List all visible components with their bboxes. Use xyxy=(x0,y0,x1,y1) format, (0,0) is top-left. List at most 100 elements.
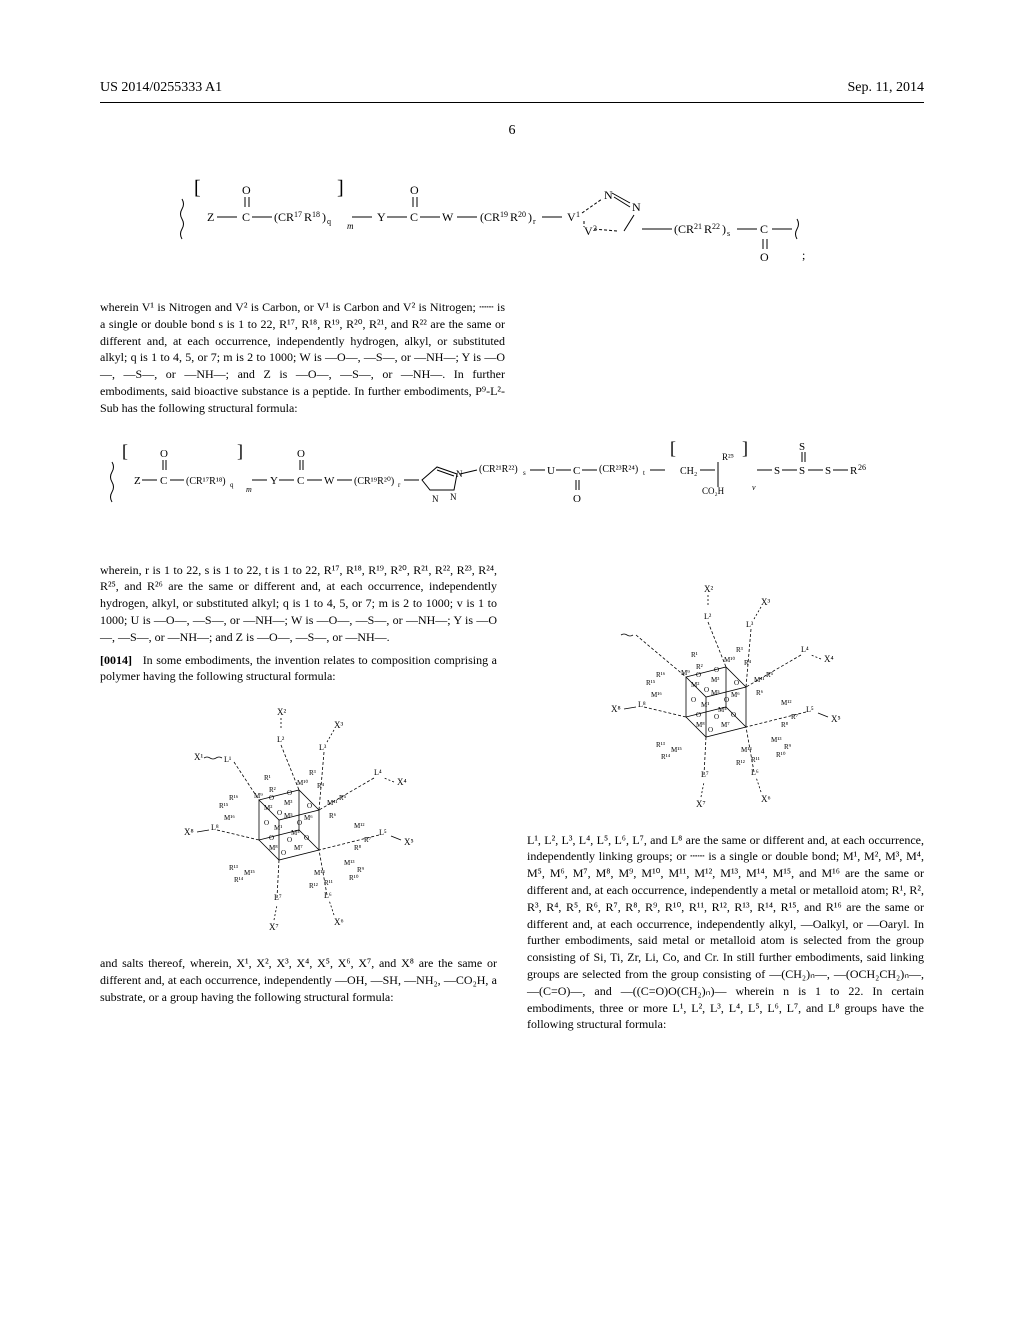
header-rule xyxy=(100,102,924,103)
svg-text:R²: R² xyxy=(269,786,276,794)
svg-text:N: N xyxy=(450,492,457,502)
svg-text:O: O xyxy=(160,448,168,460)
svg-text:R⁸: R⁸ xyxy=(354,844,362,852)
svg-text:M¹⁰: M¹⁰ xyxy=(297,779,308,787)
paragraph-4: and salts thereof, wherein, X¹, X², X³, … xyxy=(100,955,497,1005)
svg-text:C: C xyxy=(160,475,167,487)
svg-text:O: O xyxy=(281,849,286,857)
svg-text:O: O xyxy=(269,794,274,802)
svg-text:R¹²: R¹² xyxy=(736,759,745,767)
svg-text:M¹: M¹ xyxy=(701,701,709,709)
svg-text:R⁴: R⁴ xyxy=(317,782,325,790)
svg-text:R¹⁰: R¹⁰ xyxy=(349,874,359,882)
svg-text:R³: R³ xyxy=(736,646,743,654)
svg-text:[: [ xyxy=(194,177,201,199)
svg-text:R¹⁶: R¹⁶ xyxy=(656,671,666,679)
patent-number: US 2014/0255333 A1 xyxy=(100,80,222,96)
svg-text:S: S xyxy=(774,465,780,477)
cage-structure-diagram-2: X² L² X³ L³ X⁴ L⁴ X⁵ L⁵ X⁶ xyxy=(596,577,856,817)
svg-text:R¹: R¹ xyxy=(264,774,271,782)
svg-text:X¹: X¹ xyxy=(194,752,203,762)
svg-text:O: O xyxy=(573,493,581,505)
svg-text:M⁸: M⁸ xyxy=(269,844,278,852)
svg-text:M¹¹: M¹¹ xyxy=(327,799,337,807)
svg-text:(CR: (CR xyxy=(674,222,694,236)
svg-text:X³: X³ xyxy=(334,720,343,730)
svg-text:s: s xyxy=(523,469,526,477)
svg-text:v: v xyxy=(752,483,756,492)
svg-text:M⁷: M⁷ xyxy=(721,721,730,729)
svg-text:R³: R³ xyxy=(309,769,316,777)
svg-text:C: C xyxy=(573,465,580,477)
svg-text:X⁶: X⁶ xyxy=(761,794,771,804)
svg-text:M⁹: M⁹ xyxy=(681,669,690,677)
svg-text:O: O xyxy=(734,679,739,687)
structural-formula-1: [ Z C O (CR17R18)q ] m Y C O W xyxy=(100,169,924,274)
svg-text:CO₂H: CO₂H xyxy=(702,486,725,496)
svg-text:M⁶: M⁶ xyxy=(304,814,313,822)
svg-text:R: R xyxy=(304,210,312,224)
svg-text:L⁶: L⁶ xyxy=(751,768,759,777)
svg-text:O: O xyxy=(297,819,302,827)
structural-formula-2: [ Z C O (CR¹⁷R¹⁸)q ]m Y C O W (CR¹⁹R²⁰)r xyxy=(100,432,924,537)
svg-text:22: 22 xyxy=(712,222,720,231)
svg-text:(CR: (CR xyxy=(274,210,294,224)
svg-text:Z: Z xyxy=(207,210,214,224)
svg-text:R¹⁵: R¹⁵ xyxy=(646,679,656,687)
svg-text:R¹³: R¹³ xyxy=(229,864,238,872)
svg-text:L⁷: L⁷ xyxy=(701,770,709,779)
svg-text:CH₂: CH₂ xyxy=(680,466,697,477)
svg-text:O: O xyxy=(724,696,729,704)
svg-text:R: R xyxy=(850,465,858,477)
patent-date: Sep. 11, 2014 xyxy=(848,80,924,96)
svg-text:R¹⁰: R¹⁰ xyxy=(776,751,786,759)
svg-text:O: O xyxy=(696,671,701,679)
svg-text:Z: Z xyxy=(134,475,141,487)
svg-text:O: O xyxy=(287,789,292,797)
svg-text:O: O xyxy=(307,802,312,810)
svg-text:L⁸: L⁸ xyxy=(211,823,219,832)
svg-text:O: O xyxy=(287,836,292,844)
svg-text:R⁹: R⁹ xyxy=(357,866,365,874)
svg-text:O: O xyxy=(731,711,736,719)
svg-text:X²: X² xyxy=(277,707,286,717)
svg-text:M⁴: M⁴ xyxy=(718,706,727,714)
svg-text:M⁴: M⁴ xyxy=(291,829,300,837)
svg-text:Y: Y xyxy=(270,475,278,487)
svg-text:R⁸: R⁸ xyxy=(781,721,789,729)
svg-text:O: O xyxy=(708,726,713,734)
svg-text:(CR²³R²⁴): (CR²³R²⁴) xyxy=(599,464,638,475)
svg-text:[: [ xyxy=(670,438,676,458)
svg-text:L²: L² xyxy=(277,735,285,744)
svg-text:M²: M² xyxy=(691,681,699,689)
svg-text:W: W xyxy=(442,210,454,224)
svg-text:R¹: R¹ xyxy=(691,651,698,659)
svg-text:N: N xyxy=(432,494,439,504)
svg-text:U: U xyxy=(547,465,555,477)
svg-text:R: R xyxy=(510,210,518,224)
svg-text:X⁴: X⁴ xyxy=(397,777,407,787)
svg-text:R⁵: R⁵ xyxy=(339,794,347,802)
svg-text:(CR¹⁹R²⁰): (CR¹⁹R²⁰) xyxy=(354,476,394,487)
svg-text:(CR²¹R²²): (CR²¹R²²) xyxy=(479,464,518,475)
svg-text:s: s xyxy=(727,229,730,238)
svg-text:(CR: (CR xyxy=(480,210,500,224)
svg-text:X⁸: X⁸ xyxy=(184,827,194,837)
paragraph-5: L¹, L², L³, L⁴, L⁵, L⁶, L⁷, and L⁸ are t… xyxy=(527,832,924,1034)
svg-text:R¹¹: R¹¹ xyxy=(751,756,760,764)
svg-text:C: C xyxy=(297,475,304,487)
svg-text:O: O xyxy=(714,666,719,674)
svg-text:R⁹: R⁹ xyxy=(784,743,792,751)
svg-text:L⁴: L⁴ xyxy=(374,768,382,777)
svg-text:R¹³: R¹³ xyxy=(656,741,665,749)
svg-text:X²: X² xyxy=(704,584,713,594)
svg-text:O: O xyxy=(714,713,719,721)
svg-text:m: m xyxy=(347,221,354,231)
svg-text:O: O xyxy=(696,711,701,719)
svg-text:M¹²: M¹² xyxy=(781,699,791,707)
svg-text:L⁵: L⁵ xyxy=(806,705,814,714)
svg-text:M¹⁴: M¹⁴ xyxy=(314,869,325,877)
svg-text:t: t xyxy=(643,469,645,477)
two-column-layout: wherein, r is 1 to 22, s is 1 to 22, t i… xyxy=(100,562,924,1040)
svg-text:M³: M³ xyxy=(711,676,719,684)
